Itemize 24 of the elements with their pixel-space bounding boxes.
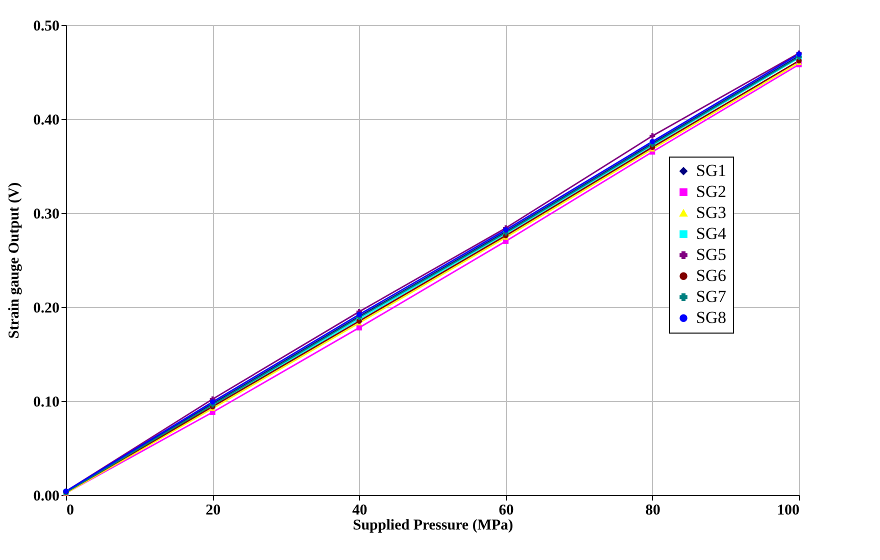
legend-label: SG2	[696, 182, 726, 202]
x-tick-label: 40	[352, 502, 368, 518]
legend-label: SG5	[696, 245, 726, 264]
y-tick-label: 0.40	[33, 112, 60, 128]
legend-label: SG6	[696, 266, 726, 286]
x-tick-label: 20	[206, 502, 221, 518]
legend-label: SG8	[696, 308, 726, 328]
x-tick-label: 80	[645, 502, 660, 518]
x-tick-label: 0	[66, 502, 74, 518]
x-tick-label: 100	[777, 502, 800, 518]
y-axis-title: Strain gauge Output (V)	[6, 182, 22, 339]
x-tick-label: 60	[498, 502, 514, 518]
legend-label: SG4	[696, 224, 727, 244]
x-axis-title: Supplied Pressure (MPa)	[352, 518, 514, 534]
legend-label: SG7	[696, 287, 727, 306]
legend-label: SG3	[696, 203, 726, 222]
y-tick-label: 0.00	[33, 488, 60, 504]
point	[650, 133, 656, 139]
y-tick-label: 0.30	[33, 206, 60, 222]
point	[356, 324, 362, 330]
y-tick-label: 0.10	[33, 394, 60, 410]
legend-label: SG1	[696, 161, 726, 180]
y-tick-label: 0.20	[33, 300, 60, 316]
y-tick-label: 0.50	[33, 18, 60, 34]
